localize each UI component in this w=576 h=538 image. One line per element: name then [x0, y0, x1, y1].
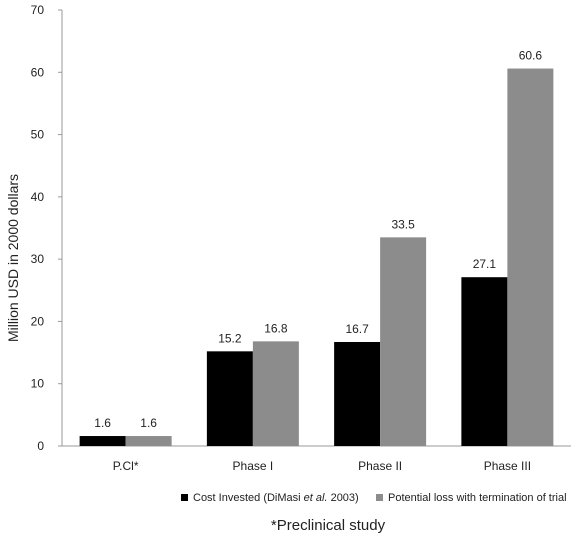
- y-tick-label: 20: [31, 314, 45, 328]
- y-tick-label: 60: [31, 65, 45, 79]
- bar-potential-loss: [507, 68, 554, 446]
- bar-potential-loss: [125, 436, 172, 446]
- y-tick-label: 0: [37, 439, 44, 453]
- bar-cost-invested: [206, 351, 253, 446]
- bar-cost-invested: [334, 341, 381, 446]
- legend-swatch-cost-invested: [181, 494, 188, 501]
- y-tick-label: 40: [31, 190, 45, 204]
- bar-cost-invested: [79, 436, 126, 446]
- data-label-cost-invested: 16.7: [345, 322, 369, 336]
- data-label-cost-invested: 1.6: [94, 416, 111, 430]
- x-tick-label: P.Cl*: [113, 459, 139, 473]
- data-label-cost-invested: 15.2: [218, 331, 242, 345]
- data-label-potential-loss: 1.6: [140, 416, 157, 430]
- y-tick-label: 50: [31, 128, 45, 142]
- data-label-potential-loss: 60.6: [519, 49, 543, 63]
- footnote: *Preclinical study: [271, 517, 386, 534]
- y-tick-label: 30: [31, 252, 45, 266]
- data-labels: 1.6 1.6 15.2 16.8 16.7 33.5 27.1 60.6: [94, 49, 542, 430]
- x-tick-label: Phase II: [358, 459, 402, 473]
- legend-label-potential-loss: Potential loss with termination of trial: [388, 492, 567, 504]
- data-label-potential-loss: 16.8: [264, 321, 288, 335]
- category-labels: P.Cl* Phase I Phase II Phase III: [113, 459, 531, 473]
- bar-cost-invested: [461, 277, 508, 446]
- data-label-cost-invested: 27.1: [473, 257, 497, 271]
- legend-label-cost-invested: Cost Invested (DiMasi et al. 2003): [193, 492, 359, 504]
- data-label-potential-loss: 33.5: [391, 217, 415, 231]
- bar-potential-loss: [252, 341, 299, 446]
- bar-potential-loss: [380, 237, 427, 446]
- y-tick-label: 70: [31, 3, 45, 17]
- y-axis-label: Million USD in 2000 dollars: [5, 174, 21, 342]
- y-tick-label: 10: [31, 377, 45, 391]
- x-tick-label: Phase III: [484, 459, 531, 473]
- y-axis: 0 10 20 30 40 50 60 70: [31, 3, 63, 453]
- legend-swatch-potential-loss: [376, 494, 383, 501]
- legend: Cost Invested (DiMasi et al. 2003) Poten…: [181, 492, 567, 504]
- bars: [79, 68, 554, 446]
- x-tick-label: Phase I: [233, 459, 274, 473]
